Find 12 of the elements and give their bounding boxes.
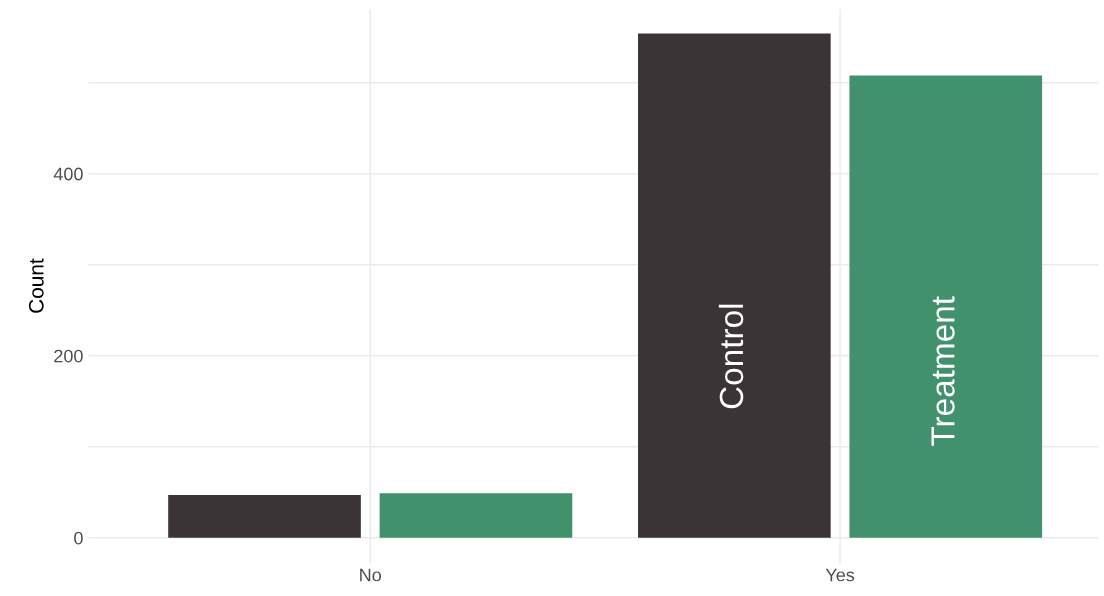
x-tick-label: No xyxy=(360,568,382,582)
y-tick-label: 400 xyxy=(53,167,83,181)
y-tick-label: 200 xyxy=(54,349,83,363)
series-label: Control xyxy=(718,304,744,409)
y-axis-title: Count xyxy=(28,258,44,313)
bar xyxy=(379,493,573,538)
bar xyxy=(638,33,831,538)
series-label: Treatment xyxy=(931,296,955,446)
x-tick-label: Yes xyxy=(825,568,855,582)
bar xyxy=(168,494,361,538)
y-tick-label: 0 xyxy=(74,531,83,545)
bar xyxy=(849,75,1043,538)
